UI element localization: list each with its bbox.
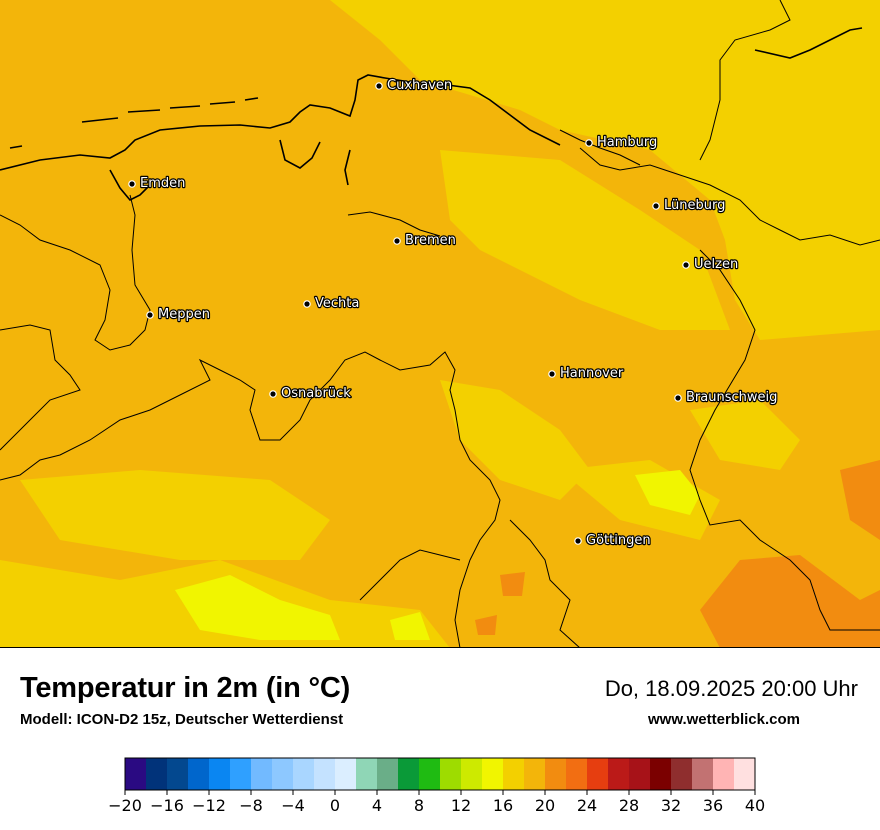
city-vechta[interactable]: Vechta — [303, 295, 361, 312]
temperature-colorbar: −20 −16 −12 −8 −4 0 4 8 12 16 20 24 28 32 36 40 — [0, 756, 880, 826]
city-label-uelzen: Uelzen — [694, 257, 738, 272]
colorbar-tick-label: 32 — [661, 796, 681, 815]
colorbar-swatch — [545, 758, 567, 790]
city-label-cuxhaven: Cuxhaven — [387, 78, 452, 93]
colorbar-tick-label: 20 — [535, 796, 555, 815]
rivers — [347, 129, 641, 237]
city-goettingen[interactable]: Göttingen — [574, 532, 652, 549]
colorbar-swatch — [377, 758, 399, 790]
colorbar-swatch — [461, 758, 483, 790]
model-source: Modell: ICON-D2 15z, Deutscher Wetterdie… — [20, 711, 344, 728]
colorbar-tick-label: 8 — [414, 796, 424, 815]
city-hamburg[interactable]: Hamburg — [585, 134, 658, 151]
colorbar-tick-label: −16 — [150, 796, 184, 815]
colorbar-swatch — [251, 758, 273, 790]
colorbar-tick-label: 40 — [745, 796, 765, 815]
colorbar-swatch — [692, 758, 714, 790]
colorbar-swatch — [440, 758, 462, 790]
forecast-datetime: Do, 18.09.2025 20:00 Uhr — [604, 676, 858, 701]
city-label-braunschweig: Braunschweig — [686, 390, 777, 405]
colorbar-tick-label: −4 — [281, 796, 305, 815]
colorbar-swatch — [524, 758, 546, 790]
city-osnabrueck[interactable]: Osnabrück — [269, 385, 352, 402]
city-cuxhaven[interactable]: Cuxhaven — [375, 77, 453, 94]
city-markers: Cuxhaven Hamburg Emden Lüneburg Bremen U… — [128, 77, 779, 549]
colorbar-swatch — [188, 758, 210, 790]
colorbar-tick-label: 36 — [703, 796, 723, 815]
temperature-zone-16 — [175, 470, 700, 640]
city-label-meppen: Meppen — [158, 307, 210, 322]
website-credit[interactable]: www.wetterblick.com — [648, 711, 800, 728]
temperature-zone-22 — [475, 460, 880, 647]
colorbar-swatch — [167, 758, 189, 790]
city-hannover[interactable]: Hannover — [548, 365, 625, 382]
colorbar-swatch — [125, 758, 147, 790]
colorbar-swatch — [146, 758, 168, 790]
coastline — [0, 27, 863, 201]
city-label-vechta: Vechta — [315, 296, 359, 311]
city-label-hamburg: Hamburg — [597, 135, 657, 150]
colorbar-tick-label: −20 — [108, 796, 142, 815]
map-footer: Temperatur in 2m (in °C) Modell: ICON-D2… — [0, 648, 880, 830]
map-title: Temperatur in 2m (in °C) — [20, 672, 351, 704]
city-label-hannover: Hannover — [560, 366, 624, 381]
colorbar-swatch — [608, 758, 630, 790]
city-braunschweig[interactable]: Braunschweig — [674, 389, 779, 406]
colorbar-tick-label: 4 — [372, 796, 382, 815]
colorbar-swatch — [209, 758, 231, 790]
colorbar-tick-label: −12 — [192, 796, 226, 815]
colorbar-swatch — [671, 758, 693, 790]
colorbar-swatch — [293, 758, 315, 790]
city-emden[interactable]: Emden — [128, 175, 187, 192]
city-lueneburg[interactable]: Lüneburg — [652, 197, 727, 214]
colorbar-tick-label: 12 — [451, 796, 471, 815]
colorbar-swatch — [503, 758, 525, 790]
city-label-bremen: Bremen — [405, 233, 456, 248]
colorbar-frame — [124, 757, 756, 791]
colorbar-swatch — [314, 758, 336, 790]
city-label-lueneburg: Lüneburg — [664, 198, 725, 213]
city-label-osnabrueck: Osnabrück — [281, 386, 351, 401]
colorbar-tick-label: −8 — [239, 796, 263, 815]
colorbar-swatch — [734, 758, 756, 790]
colorbar-swatch — [482, 758, 504, 790]
colorbar-swatch — [419, 758, 441, 790]
colorbar-tick-label: 0 — [330, 796, 340, 815]
temperature-map[interactable]: Cuxhaven Hamburg Emden Lüneburg Bremen U… — [0, 0, 880, 648]
colorbar-tick-label: 28 — [619, 796, 639, 815]
colorbar-swatch — [713, 758, 735, 790]
colorbar-swatch — [650, 758, 672, 790]
colorbar-swatch — [587, 758, 609, 790]
colorbar-swatch — [335, 758, 357, 790]
colorbar-tick-label: 16 — [493, 796, 513, 815]
city-bremen[interactable]: Bremen — [393, 232, 457, 249]
colorbar-tick-label: 24 — [577, 796, 597, 815]
city-meppen[interactable]: Meppen — [146, 306, 211, 323]
colorbar-swatch — [356, 758, 378, 790]
city-uelzen[interactable]: Uelzen — [682, 256, 739, 273]
city-label-goettingen: Göttingen — [586, 533, 651, 548]
colorbar-swatch — [272, 758, 294, 790]
colorbar-swatch — [230, 758, 252, 790]
colorbar-swatch — [566, 758, 588, 790]
state-borders — [0, 0, 880, 647]
city-label-emden: Emden — [140, 176, 185, 191]
colorbar-swatch — [629, 758, 651, 790]
colorbar-swatch — [398, 758, 420, 790]
